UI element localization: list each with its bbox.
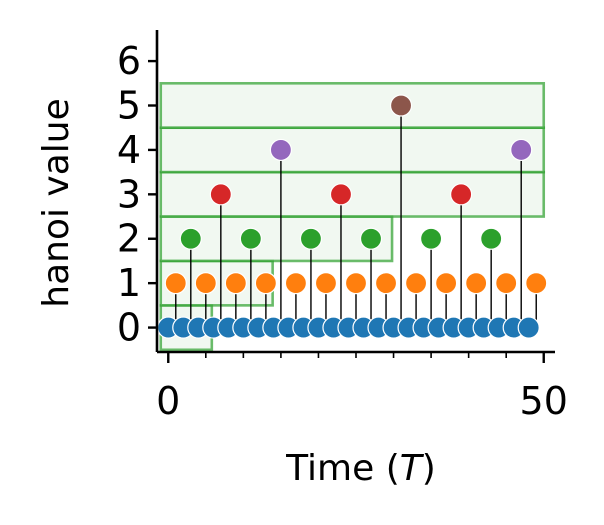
data-point-9	[224, 272, 247, 295]
data-point-33	[404, 272, 428, 295]
data-point-23	[329, 183, 353, 206]
x-tick-label-50: 50	[520, 379, 568, 423]
data-point-19	[299, 227, 323, 250]
data-point-48	[517, 316, 540, 339]
y-tick-label-5: 5	[117, 84, 141, 128]
data-point-25	[344, 272, 368, 295]
y-tick-label-1: 1	[117, 261, 141, 305]
y-tick-label-3: 3	[117, 172, 141, 216]
data-point-31	[389, 94, 413, 117]
window-box-4	[159, 126, 546, 174]
data-point-27	[359, 227, 383, 250]
data-point-39	[450, 183, 473, 206]
data-point-43	[480, 227, 503, 250]
data-point-1	[164, 272, 187, 295]
y-axis-label: hanoi value	[36, 98, 77, 308]
window-boxes	[159, 81, 546, 352]
data-point-35	[419, 227, 443, 250]
y-tick-label-6: 6	[117, 39, 141, 83]
data-point-11	[239, 227, 262, 250]
data-point-7	[209, 183, 232, 206]
data-point-3	[179, 227, 202, 250]
y-tick-label-4: 4	[117, 128, 141, 172]
x-tick-label-0: 0	[156, 379, 180, 423]
data-point-47	[510, 138, 533, 162]
y-tick-label-0: 0	[117, 306, 141, 350]
data-points	[157, 94, 548, 339]
data-point-17	[284, 272, 308, 295]
data-point-21	[314, 272, 338, 295]
data-point-49	[525, 272, 548, 295]
data-point-13	[254, 272, 277, 295]
x-axis-label: Time (T)	[285, 448, 436, 489]
data-point-41	[465, 272, 488, 295]
data-point-45	[495, 272, 518, 295]
data-point-29	[374, 272, 398, 295]
data-point-5	[194, 272, 217, 295]
y-tick-label-2: 2	[117, 217, 141, 261]
data-point-37	[435, 272, 458, 295]
window-box-5	[159, 81, 546, 130]
data-point-15	[269, 138, 293, 162]
